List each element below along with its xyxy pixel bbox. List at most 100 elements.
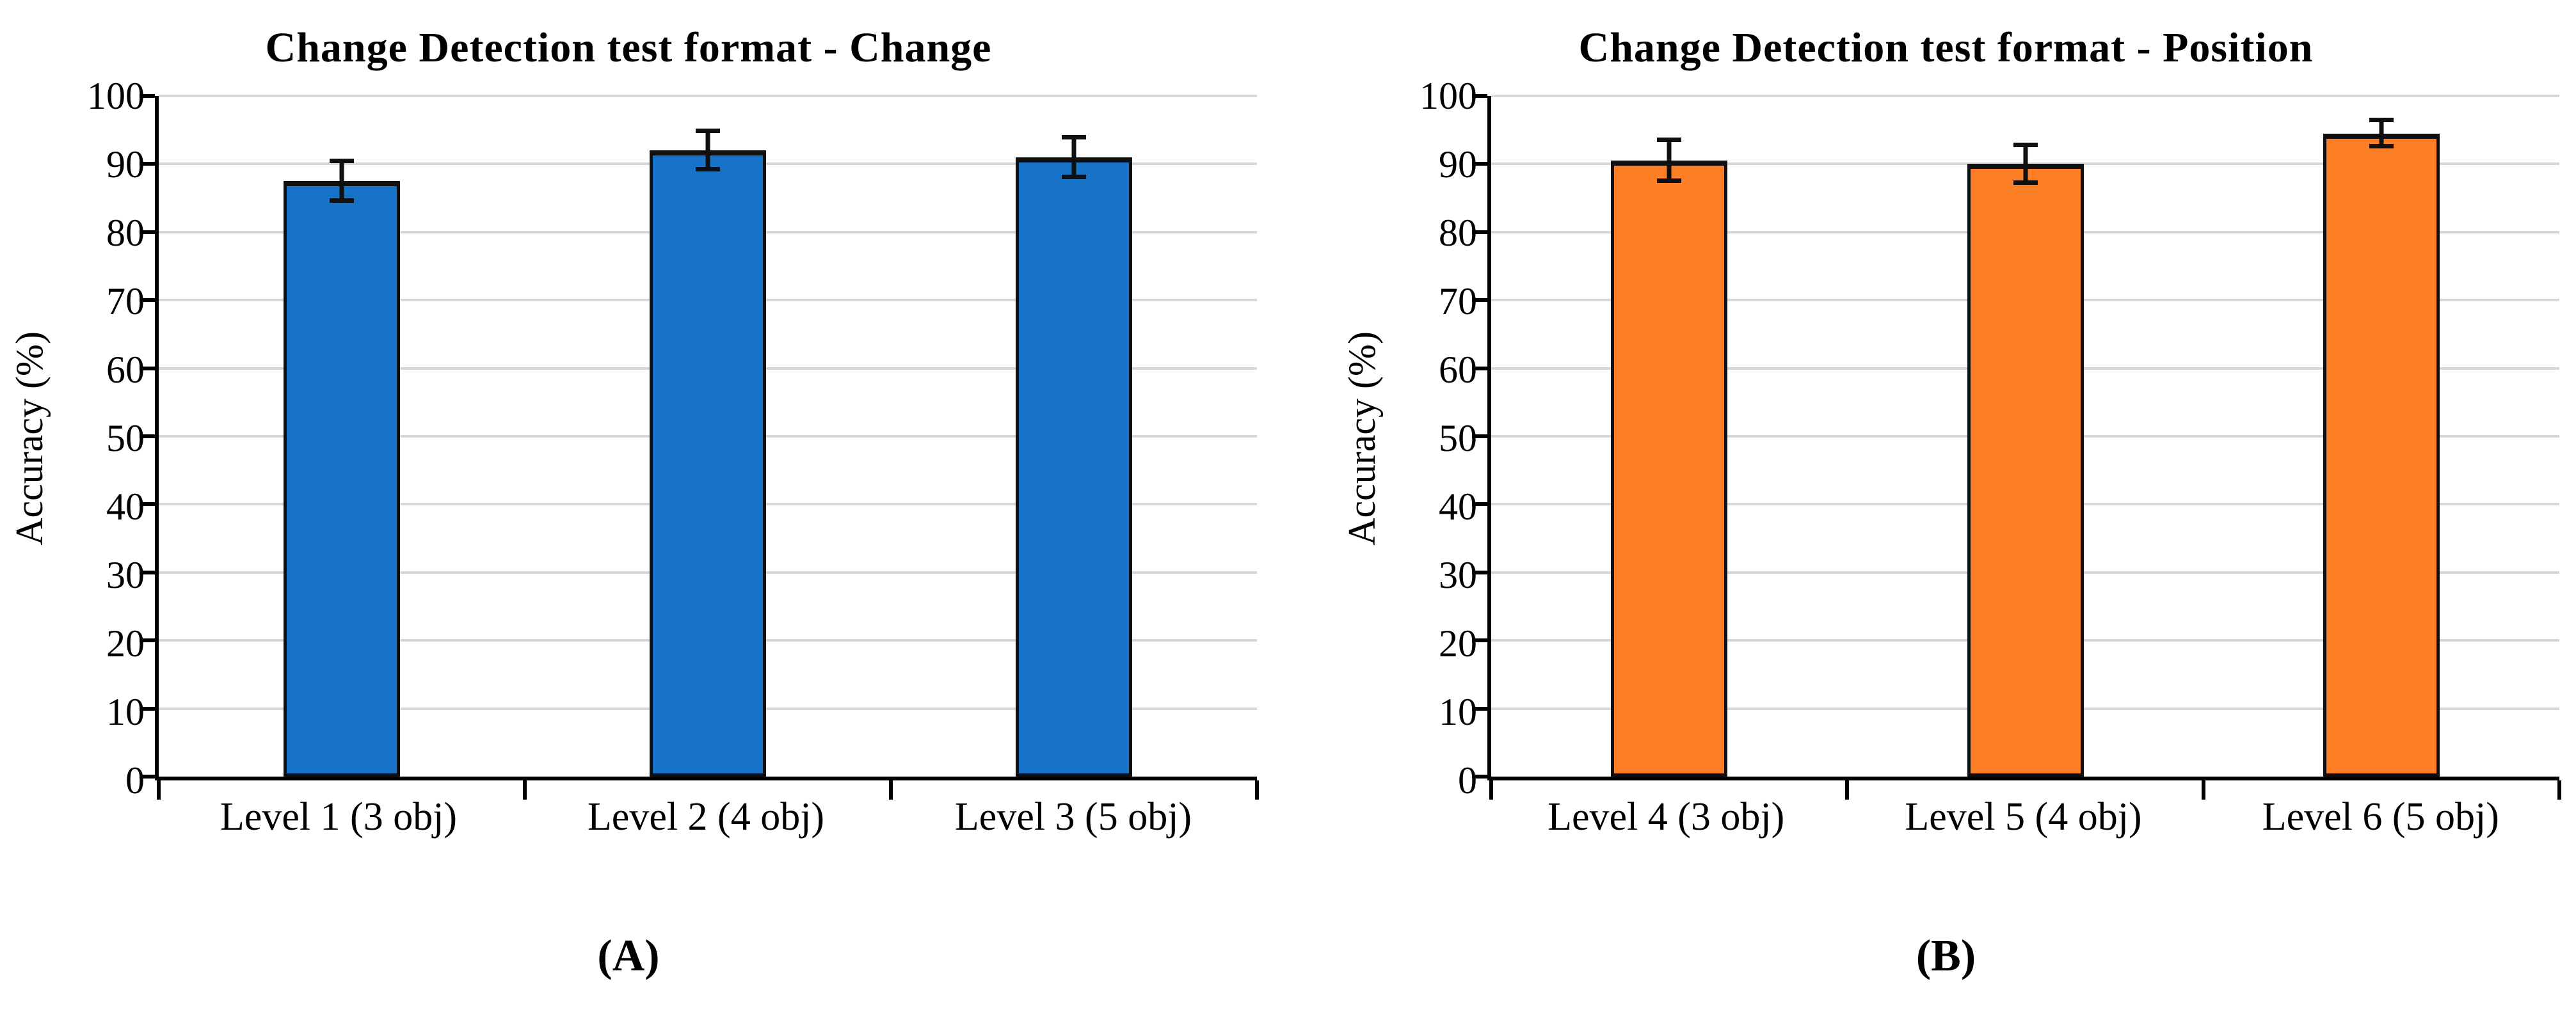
x-tick-label: Level 6 (5 obj) <box>2262 795 2499 839</box>
x-tick-label: Level 1 (3 obj) <box>220 795 458 839</box>
error-bar-cap-top <box>1062 134 1086 139</box>
error-bar-cap-top <box>2369 118 2394 123</box>
y-axis-title-text: Accuracy (%) <box>8 331 51 546</box>
y-axis-tick-mark <box>1472 570 1487 574</box>
error-bar-cap-bottom <box>329 198 354 203</box>
y-axis-tick-mark <box>1472 366 1487 370</box>
error-bar-cap-bottom <box>1657 178 1682 183</box>
y-axis-tick-mark <box>1472 502 1487 507</box>
gridline <box>159 95 1257 97</box>
y-tick-label: 20 <box>106 622 145 665</box>
y-axis-tick-mark <box>140 706 155 711</box>
x-axis-labels-a: Level 1 (3 obj) Level 2 (4 obj) Level 3 (5… <box>155 780 1257 854</box>
bar <box>1016 157 1132 777</box>
panel-caption-a: (A) <box>597 931 660 981</box>
error-bar-cap-bottom <box>2369 143 2394 148</box>
bar <box>1967 164 2084 777</box>
x-axis-labels-b: Level 4 (3 obj) Level 5 (4 obj) Level 6 (5… <box>1487 780 2559 854</box>
y-axis-tick-mark <box>1472 775 1487 779</box>
y-axis-tick-mark <box>1472 434 1487 438</box>
bar <box>1611 161 1728 777</box>
y-tick-label: 60 <box>106 349 145 391</box>
x-axis-tick-mark <box>2201 780 2205 800</box>
y-tick-label: 60 <box>1439 349 1477 391</box>
chart-area-a: Accuracy (%) 0 10 20 30 40 50 60 70 80 90 100 Leve… <box>0 77 1259 854</box>
y-axis-tick-mark <box>1472 230 1487 234</box>
chart-panel-b: Change Detection test format - Position … <box>1288 0 2575 1012</box>
panel-caption-b: (B) <box>1916 931 1976 981</box>
error-bar-cap-bottom <box>696 166 720 171</box>
y-tick-label: 30 <box>1439 554 1477 596</box>
y-axis-tick-mark <box>140 366 155 370</box>
x-tick-label: Level 3 (5 obj) <box>954 795 1192 839</box>
y-tick-label: 100 <box>87 75 145 117</box>
plot-wrap-b: Level 4 (3 obj) Level 5 (4 obj) Level 6 (5… <box>1472 94 2561 854</box>
x-axis-tick-mark <box>1255 780 1259 800</box>
y-axis-tick-mark <box>140 502 155 507</box>
y-tick-label: 40 <box>1439 486 1477 528</box>
y-axis-tick-mark <box>140 434 155 438</box>
y-tick-label: 40 <box>106 486 145 528</box>
y-tick-label: 80 <box>1439 212 1477 254</box>
gridline <box>1491 95 2559 97</box>
y-axis-tick-labels-b: 0 10 20 30 40 50 60 70 80 90 100 <box>1391 77 1487 800</box>
x-axis-tick-mark <box>1845 780 1850 800</box>
y-axis-tick-mark <box>140 638 155 643</box>
y-axis-tick-mark <box>140 570 155 574</box>
y-tick-label: 100 <box>1420 75 1477 117</box>
y-axis-tick-mark <box>1472 638 1487 643</box>
chart-panel-a: Change Detection test format - Change Ac… <box>0 24 1259 981</box>
y-tick-label: 10 <box>106 691 145 733</box>
y-tick-label: 80 <box>106 212 145 254</box>
x-axis-tick-mark <box>157 780 161 800</box>
y-tick-label: 50 <box>106 417 145 459</box>
y-tick-label: 70 <box>106 280 145 322</box>
y-axis-tick-mark <box>140 775 155 779</box>
chart-title-b: Change Detection test format - Position <box>1578 24 2314 71</box>
error-bar-cap-top <box>1657 138 1682 143</box>
x-axis-tick-mark <box>1489 780 1493 800</box>
error-bar-whisker <box>705 131 710 170</box>
bar <box>2323 133 2440 777</box>
plot-area-a <box>140 94 1259 800</box>
y-axis-tick-mark <box>140 230 155 234</box>
y-axis-tick-mark <box>1472 298 1487 303</box>
plot-area-b <box>1472 94 2561 800</box>
chart-title-a: Change Detection test format - Change <box>265 24 992 71</box>
y-axis-tick-mark <box>140 94 155 98</box>
error-bar-cap-bottom <box>1062 174 1086 179</box>
bar <box>650 150 766 777</box>
error-bar-whisker <box>2023 145 2028 184</box>
y-tick-label: 90 <box>106 143 145 186</box>
plot-wrap-a: Level 1 (3 obj) Level 2 (4 obj) Level 3 (5… <box>140 94 1259 854</box>
y-axis-title-b: Accuracy (%) <box>1332 96 1391 780</box>
y-axis-tick-labels-a: 0 10 20 30 40 50 60 70 80 90 100 <box>59 77 155 800</box>
x-tick-label: Level 5 (4 obj) <box>1905 795 2142 839</box>
x-axis-tick-mark <box>522 780 527 800</box>
y-axis-tick-mark <box>140 298 155 303</box>
bar <box>283 181 400 777</box>
y-axis-tick-mark <box>1472 162 1487 166</box>
error-bar-cap-top <box>329 159 354 164</box>
error-bar-whisker <box>1667 140 1672 181</box>
error-bar-cap-bottom <box>2013 180 2038 186</box>
y-tick-label: 0 <box>1458 759 1477 802</box>
error-bar-whisker <box>339 161 344 201</box>
y-axis-tick-mark <box>1472 706 1487 711</box>
error-bar-whisker <box>1071 137 1076 177</box>
y-axis-title-text: Accuracy (%) <box>1340 331 1383 546</box>
y-tick-label: 50 <box>1439 417 1477 459</box>
x-axis-tick-mark <box>888 780 893 800</box>
y-tick-label: 20 <box>1439 622 1477 665</box>
y-tick-label: 10 <box>1439 691 1477 733</box>
error-bar-cap-top <box>2013 142 2038 147</box>
y-axis-tick-mark <box>1472 94 1487 98</box>
y-tick-label: 70 <box>1439 280 1477 322</box>
x-tick-label: Level 2 (4 obj) <box>587 795 825 839</box>
error-bar-cap-top <box>696 129 720 134</box>
y-axis-tick-mark <box>140 162 155 166</box>
y-tick-label: 90 <box>1439 143 1477 186</box>
y-axis-title-a: Accuracy (%) <box>0 96 59 780</box>
x-axis-tick-mark <box>2557 780 2561 800</box>
